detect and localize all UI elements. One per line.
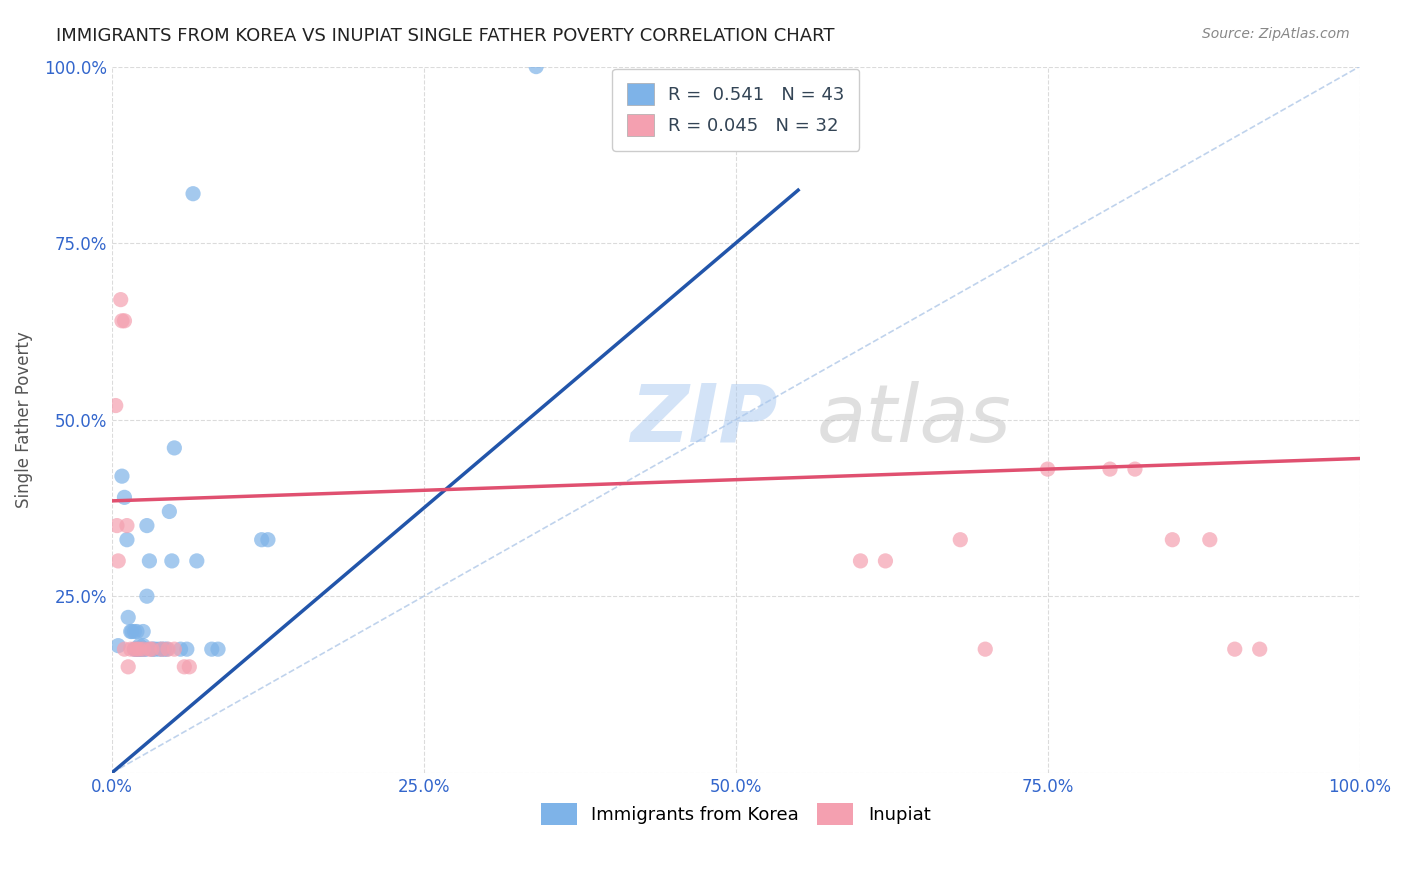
Point [132,639,155,653]
Point [125,642,148,657]
Point [141,642,163,657]
Point [131,642,153,657]
Point [115,518,138,533]
Point [257,533,280,547]
Point [125,642,148,657]
Point [173,660,195,674]
Point [115,533,138,547]
Point [207,642,229,657]
Point [124,642,146,657]
Point [179,660,201,674]
Text: Source: ZipAtlas.com: Source: ZipAtlas.com [1202,27,1350,41]
Point [128,642,150,657]
Point [141,642,163,657]
Point [117,660,139,674]
Point [1098,462,1121,476]
Point [150,642,173,657]
Point [124,642,146,657]
Point [120,624,142,639]
Point [201,642,224,657]
Point [107,639,129,653]
Point [114,491,136,505]
Point [1198,533,1220,547]
Point [135,642,157,657]
Point [142,642,165,657]
Point [169,642,191,657]
Point [128,639,150,653]
Point [135,518,157,533]
Point [121,624,143,639]
Point [132,642,155,657]
Point [117,610,139,624]
Point [150,642,173,657]
Point [163,642,186,657]
Legend: Immigrants from Korea, Inupiat: Immigrants from Korea, Inupiat [531,794,939,834]
Point [250,533,273,547]
Point [134,642,156,657]
Point [145,642,167,657]
Point [114,314,136,328]
Point [186,554,208,568]
Point [128,642,150,657]
Point [138,642,160,657]
Text: atlas: atlas [817,381,1011,458]
Point [138,554,160,568]
Point [120,642,142,657]
Text: ZIP: ZIP [630,381,778,458]
Point [1123,462,1146,476]
Point [949,533,972,547]
Point [105,518,128,533]
Point [1161,533,1184,547]
Y-axis label: Single Father Poverty: Single Father Poverty [15,331,32,508]
Point [974,642,997,657]
Point [153,642,176,657]
Point [111,314,134,328]
Point [1249,642,1271,657]
Point [135,589,157,603]
Point [157,642,180,657]
Point [127,642,149,657]
Point [132,624,155,639]
Point [849,554,872,568]
Point [107,554,129,568]
Point [125,624,148,639]
Point [156,642,179,657]
Point [124,624,146,639]
Point [104,399,127,413]
Point [114,642,136,657]
Point [110,293,132,307]
Text: IMMIGRANTS FROM KOREA VS INUPIAT SINGLE FATHER POVERTY CORRELATION CHART: IMMIGRANTS FROM KOREA VS INUPIAT SINGLE … [56,27,835,45]
Point [129,642,152,657]
Point [163,441,186,455]
Point [875,554,897,568]
Point [1036,462,1059,476]
Point [176,642,198,657]
Point [181,186,204,201]
Point [124,642,146,657]
Point [160,554,183,568]
Point [157,504,180,518]
Point [524,60,547,74]
Point [148,642,170,657]
Point [1223,642,1246,657]
Point [111,469,134,483]
